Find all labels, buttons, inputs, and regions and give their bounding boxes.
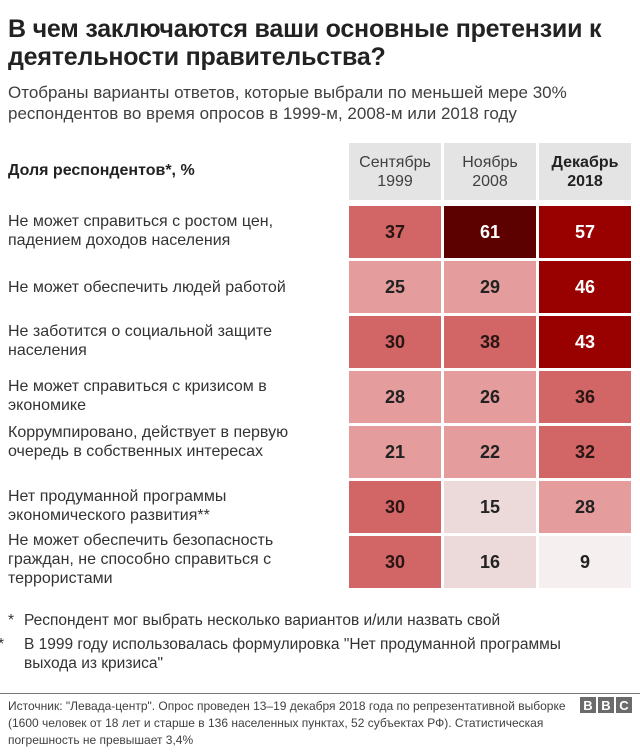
- heatmap-cell: 46: [539, 261, 631, 313]
- column-header-month: Декабрь: [551, 153, 619, 171]
- row-label: Нет продуманной программы экономического…: [8, 488, 227, 524]
- chart-subtitle: Отобраны варианты ответов, которые выбра…: [8, 83, 567, 123]
- heatmap-cell: 57: [539, 206, 631, 258]
- column-header: Ноябрь 2008: [444, 143, 536, 200]
- column-header-month: Ноябрь: [462, 153, 518, 171]
- source-note: Источник: "Левада-центр". Опрос проведен…: [8, 699, 566, 747]
- footnote-2: **В 1999 году использовалась формулировк…: [0, 635, 608, 673]
- bbc-logo-letter: B: [580, 697, 596, 713]
- column-header: Сентябрь 1999: [349, 143, 441, 200]
- heatmap-cell: 29: [444, 261, 536, 313]
- bbc-logo: B B C: [580, 697, 632, 713]
- heatmap-cell: 15: [444, 481, 536, 533]
- footnote-mark: **: [0, 635, 24, 654]
- column-header-year: 2018: [567, 172, 603, 190]
- heatmap-cell: 30: [349, 481, 441, 533]
- row-label: Коррумпировано, действует в первую очере…: [8, 423, 289, 460]
- bbc-logo-letter: B: [598, 697, 614, 713]
- heatmap-cell: 43: [539, 316, 631, 368]
- heatmap-cell: 30: [349, 536, 441, 588]
- heatmap-cell: 28: [539, 481, 631, 533]
- row-label: Не может справиться с кризисом в экономи…: [8, 378, 267, 414]
- row-header-label: Доля респондентов*, %: [8, 162, 195, 179]
- heatmap-cell: 16: [444, 536, 536, 588]
- heatmap-cell: 28: [349, 371, 441, 423]
- footnote-mark: *: [8, 612, 15, 629]
- row-label: Не может справиться с ростом цен, падени…: [8, 213, 274, 249]
- footnote-1: * Респондент мог выбрать несколько вариан…: [8, 611, 500, 630]
- column-header-year: 1999: [377, 172, 413, 190]
- chart-title: В чем заключаются ваши основные претензи…: [8, 15, 602, 71]
- source-divider: [0, 693, 640, 694]
- heatmap-cell: 26: [444, 371, 536, 423]
- column-header-month: Сентябрь: [359, 153, 431, 171]
- bbc-logo-letter: C: [616, 697, 632, 713]
- heatmap-cell: 36: [539, 371, 631, 423]
- heatmap-cell: 30: [349, 316, 441, 368]
- heatmap-cell: 61: [444, 206, 536, 258]
- heatmap-cell: 22: [444, 426, 536, 478]
- row-label: Не может обеспечить безопасность граждан…: [8, 531, 274, 587]
- heatmap-cell: 9: [539, 536, 631, 588]
- column-header-year: 2008: [472, 172, 508, 190]
- heatmap-cell: 21: [349, 426, 441, 478]
- footnote-text: Респондент мог выбрать несколько вариант…: [24, 612, 501, 629]
- row-label: Не заботится о социальной защите населен…: [8, 323, 272, 359]
- footnote-text: В 1999 году использовалась формулировка …: [24, 636, 561, 672]
- heatmap-cell: 32: [539, 426, 631, 478]
- row-label: Не может обеспечить людей работой: [8, 278, 286, 296]
- heatmap-cell: 38: [444, 316, 536, 368]
- heatmap-cell: 37: [349, 206, 441, 258]
- heatmap-cell: 25: [349, 261, 441, 313]
- column-header: Декабрь 2018: [539, 143, 631, 200]
